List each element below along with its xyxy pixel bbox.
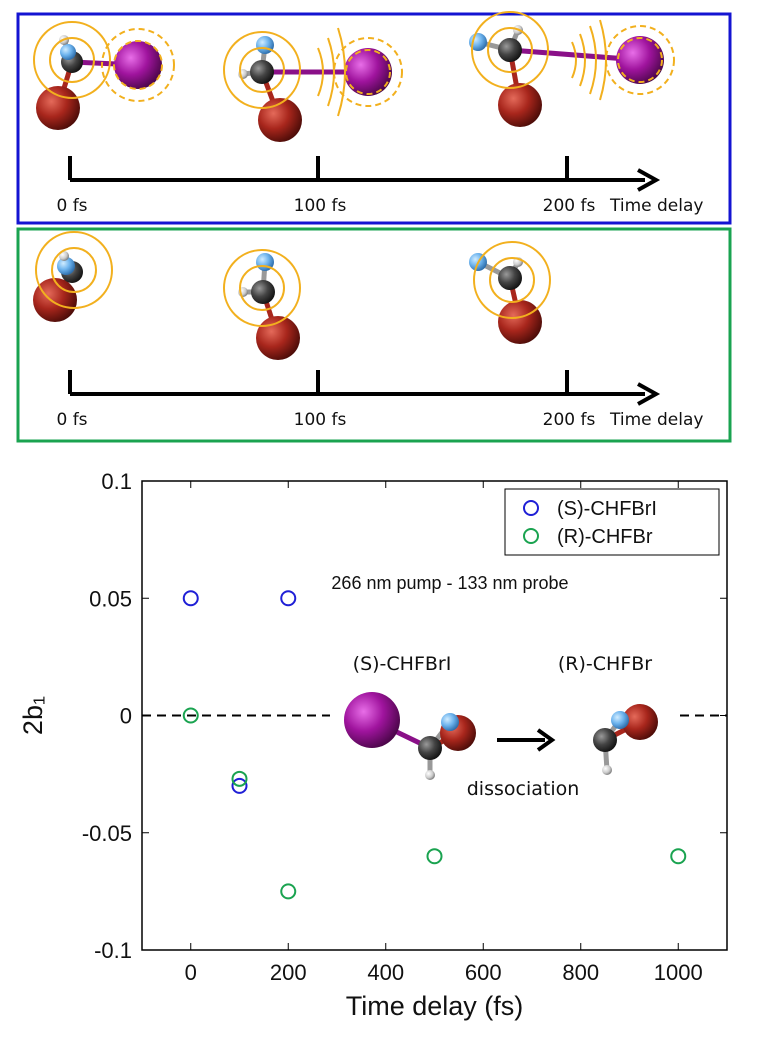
- ring-dashed: [113, 40, 163, 90]
- atom: [441, 713, 459, 731]
- atom: [256, 316, 300, 360]
- ring: [239, 47, 285, 93]
- atom: [622, 704, 658, 740]
- ring: [223, 249, 301, 327]
- wave: [337, 27, 346, 117]
- atom: [425, 770, 435, 780]
- ring-dashed: [617, 37, 663, 83]
- annotation: (R)-CHFBr: [558, 653, 652, 675]
- panel-frame: [16, 12, 732, 225]
- data-point: [231, 770, 248, 787]
- data-point: [182, 707, 199, 724]
- ring: [35, 231, 113, 309]
- atom: [418, 736, 442, 760]
- x-tick-label: 0: [185, 960, 197, 985]
- ring: [487, 27, 533, 73]
- x-tick-label: 800: [562, 960, 599, 985]
- timeline-arrow: [637, 168, 661, 192]
- x-tick-label: 600: [465, 960, 502, 985]
- atom: [60, 44, 76, 60]
- timeline-label: 100 fs: [294, 410, 347, 430]
- atom: [258, 98, 302, 142]
- x-tick-label: 200: [270, 960, 307, 985]
- annotation: 266 nm pump - 133 nm probe: [331, 573, 568, 593]
- timeline-axis-label: Time delay: [609, 410, 703, 430]
- x-tick-label: 1000: [654, 960, 703, 985]
- atom: [611, 711, 629, 729]
- timeline-axis-label: Time delay: [609, 196, 703, 216]
- wave: [579, 33, 586, 87]
- y-tick-label: 0.05: [89, 586, 132, 611]
- ring: [489, 257, 535, 303]
- annotation: dissociation: [467, 778, 580, 800]
- y-tick-label: 0.1: [101, 469, 132, 494]
- atom: [250, 60, 274, 84]
- atom: [602, 765, 612, 775]
- legend-label: (R)-CHFBr: [557, 526, 653, 548]
- y-tick-label: -0.05: [82, 821, 132, 846]
- atom: [498, 83, 542, 127]
- legend-box: [504, 488, 720, 556]
- timeline-label: 200 fs: [543, 196, 596, 216]
- atom: [251, 280, 275, 304]
- chart: 266 nm pump - 133 nm probe (S)-CHFBrI (R…: [18, 469, 728, 1021]
- reaction-arrow-head: [536, 728, 556, 752]
- data-point: [670, 848, 687, 865]
- wave: [571, 41, 577, 79]
- atom: [256, 36, 274, 54]
- atom: [33, 278, 77, 322]
- annotation: (S)-CHFBrI: [353, 653, 452, 675]
- legend-label: (S)-CHFBrI: [557, 498, 657, 520]
- legend-marker: [523, 528, 539, 544]
- wave: [327, 37, 335, 107]
- data-point: [231, 777, 248, 794]
- ring: [473, 241, 551, 319]
- data-point: [426, 848, 443, 865]
- atom: [593, 728, 617, 752]
- ring: [223, 31, 301, 109]
- atom: [616, 36, 664, 84]
- ring-dashed: [605, 25, 675, 95]
- atom: [498, 266, 522, 290]
- panels: 0 fs 100 fs 200 fs Time delay 0 fs 100 fs 200 …: [56, 156, 703, 430]
- data-point: [280, 590, 297, 607]
- atom: [36, 86, 80, 130]
- atom: [344, 48, 392, 96]
- ring: [239, 265, 285, 311]
- molecules: [33, 11, 675, 780]
- wave: [599, 19, 607, 101]
- y-axis-label: 2b₁: [18, 696, 48, 735]
- ring: [51, 247, 97, 293]
- timeline-label: 100 fs: [294, 196, 347, 216]
- ring-dashed: [333, 37, 403, 107]
- atom: [498, 300, 542, 344]
- atom: [57, 257, 75, 275]
- timeline-arrow: [637, 382, 661, 406]
- y-tick-label: 0: [120, 704, 132, 729]
- data-point: [280, 883, 297, 900]
- wave: [589, 25, 597, 95]
- y-tick-label: -0.1: [94, 938, 132, 963]
- ring-dashed: [345, 49, 391, 95]
- legend-marker: [523, 500, 539, 516]
- timeline-label: 0 fs: [56, 410, 87, 430]
- data-point: [182, 590, 199, 607]
- ring: [471, 11, 549, 89]
- atom: [59, 251, 69, 261]
- timeline-label: 200 fs: [543, 410, 596, 430]
- atom: [344, 692, 400, 748]
- x-tick-label: 400: [367, 960, 404, 985]
- atom: [498, 38, 522, 62]
- ring-dashed: [101, 28, 175, 102]
- ring: [33, 21, 111, 99]
- atom: [114, 41, 162, 89]
- wave: [317, 47, 324, 97]
- panel-frame: [16, 227, 732, 443]
- ring: [49, 37, 95, 83]
- x-axis-label: Time delay (fs): [346, 991, 524, 1021]
- timeline-label: 0 fs: [56, 196, 87, 216]
